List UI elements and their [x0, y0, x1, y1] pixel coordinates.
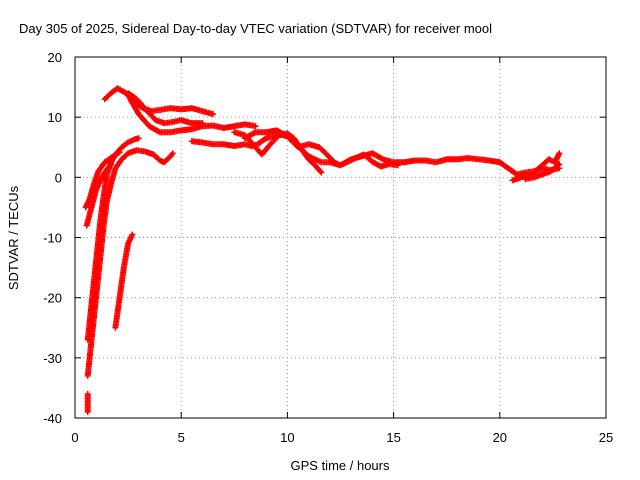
series-track-11 — [241, 127, 401, 170]
data-point — [317, 168, 324, 175]
data-point — [394, 162, 401, 169]
y-tick-label: 20 — [48, 50, 62, 65]
data-point — [556, 150, 563, 157]
series-track-6 — [101, 85, 217, 118]
series-track-8 — [127, 96, 259, 136]
grid-lines — [75, 57, 606, 418]
x-tick-label: 15 — [386, 430, 400, 445]
series-track-13 — [522, 161, 563, 183]
data-point — [252, 123, 259, 130]
data-point — [318, 169, 325, 176]
x-tick-label: 0 — [71, 430, 78, 445]
data-point — [116, 149, 123, 156]
x-tick-label: 20 — [493, 430, 507, 445]
y-axis-label: SDTVAR / TECUs — [6, 185, 21, 290]
data-point — [135, 135, 142, 142]
axis-ticks: 0 5 10 15 20 25 -40 -30 -20 -10 0 10 20 — [43, 50, 613, 445]
data-point — [210, 111, 217, 118]
y-tick-label: -20 — [43, 291, 62, 306]
y-tick-label: -10 — [43, 231, 62, 246]
series-track-14 — [84, 390, 91, 415]
data-point — [556, 161, 563, 168]
x-axis-label: GPS time / hours — [291, 458, 390, 473]
y-tick-label: 0 — [55, 170, 62, 185]
series-track-5 — [112, 231, 136, 331]
x-tick-label: 10 — [280, 430, 294, 445]
chart-title: Day 305 of 2025, Sidereal Day-to-day VTE… — [19, 21, 492, 36]
data-point — [84, 408, 91, 415]
y-tick-label: -40 — [43, 411, 62, 426]
series-track-12 — [509, 150, 563, 184]
x-tick-label: 5 — [178, 430, 185, 445]
y-tick-label: 10 — [48, 110, 62, 125]
data-points — [82, 85, 563, 415]
y-tick-label: -30 — [43, 351, 62, 366]
data-point — [169, 150, 176, 157]
series-track-2 — [84, 147, 176, 379]
data-point — [555, 162, 562, 169]
data-point — [108, 161, 115, 168]
x-tick-label: 25 — [599, 430, 613, 445]
series-track-4 — [83, 161, 115, 229]
data-point — [107, 162, 114, 169]
data-point — [129, 231, 136, 238]
